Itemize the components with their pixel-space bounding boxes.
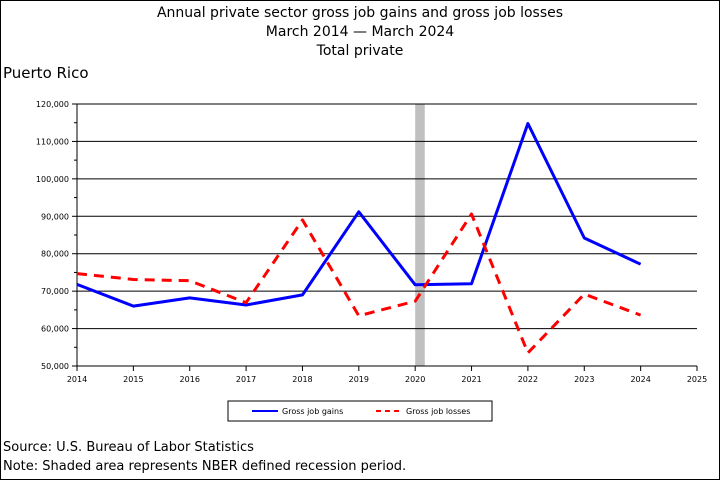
- x-tick-label: 2018: [292, 375, 312, 384]
- chart-subtitle: March 2014 — March 2024: [265, 24, 455, 40]
- y-tick-label: 100,000: [36, 175, 69, 184]
- recession-note: Note: Shaded area represents NBER define…: [3, 459, 407, 474]
- y-tick-label: 50,000: [41, 362, 69, 371]
- chart-title: Annual private sector gross job gains an…: [156, 5, 564, 21]
- y-tick-label: 90,000: [41, 212, 69, 221]
- x-tick-label: 2022: [518, 375, 538, 384]
- legend-label: Gross job gains: [282, 407, 343, 416]
- x-tick-label: 2021: [461, 375, 481, 384]
- series-line-gross-job-gains: [76, 122, 642, 308]
- region-label: Puerto Rico: [3, 64, 89, 82]
- source-note: Source: U.S. Bureau of Labor Statistics: [3, 440, 254, 455]
- x-tick-label: 2016: [180, 375, 200, 384]
- y-tick-label: 70,000: [41, 287, 69, 296]
- x-tick-label: 2025: [687, 375, 707, 384]
- recession-shading: [415, 104, 425, 366]
- x-tick-label: 2017: [236, 375, 256, 384]
- x-tick-label: 2014: [67, 375, 87, 384]
- x-tick-label: 2024: [630, 375, 650, 384]
- y-tick-label: 80,000: [41, 250, 69, 259]
- x-tick-label: 2023: [574, 375, 594, 384]
- legend-label: Gross job losses: [406, 407, 470, 416]
- legend-box: [227, 400, 493, 422]
- y-tick-label: 120,000: [36, 100, 69, 109]
- y-tick-label: 110,000: [36, 137, 69, 146]
- x-tick-label: 2020: [405, 375, 425, 384]
- x-tick-label: 2015: [123, 375, 143, 384]
- y-tick-label: 60,000: [41, 325, 69, 334]
- x-tick-label: 2019: [349, 375, 369, 384]
- chart-series-title: Total private: [316, 43, 404, 59]
- series-line-gross-job-losses: [76, 212, 642, 355]
